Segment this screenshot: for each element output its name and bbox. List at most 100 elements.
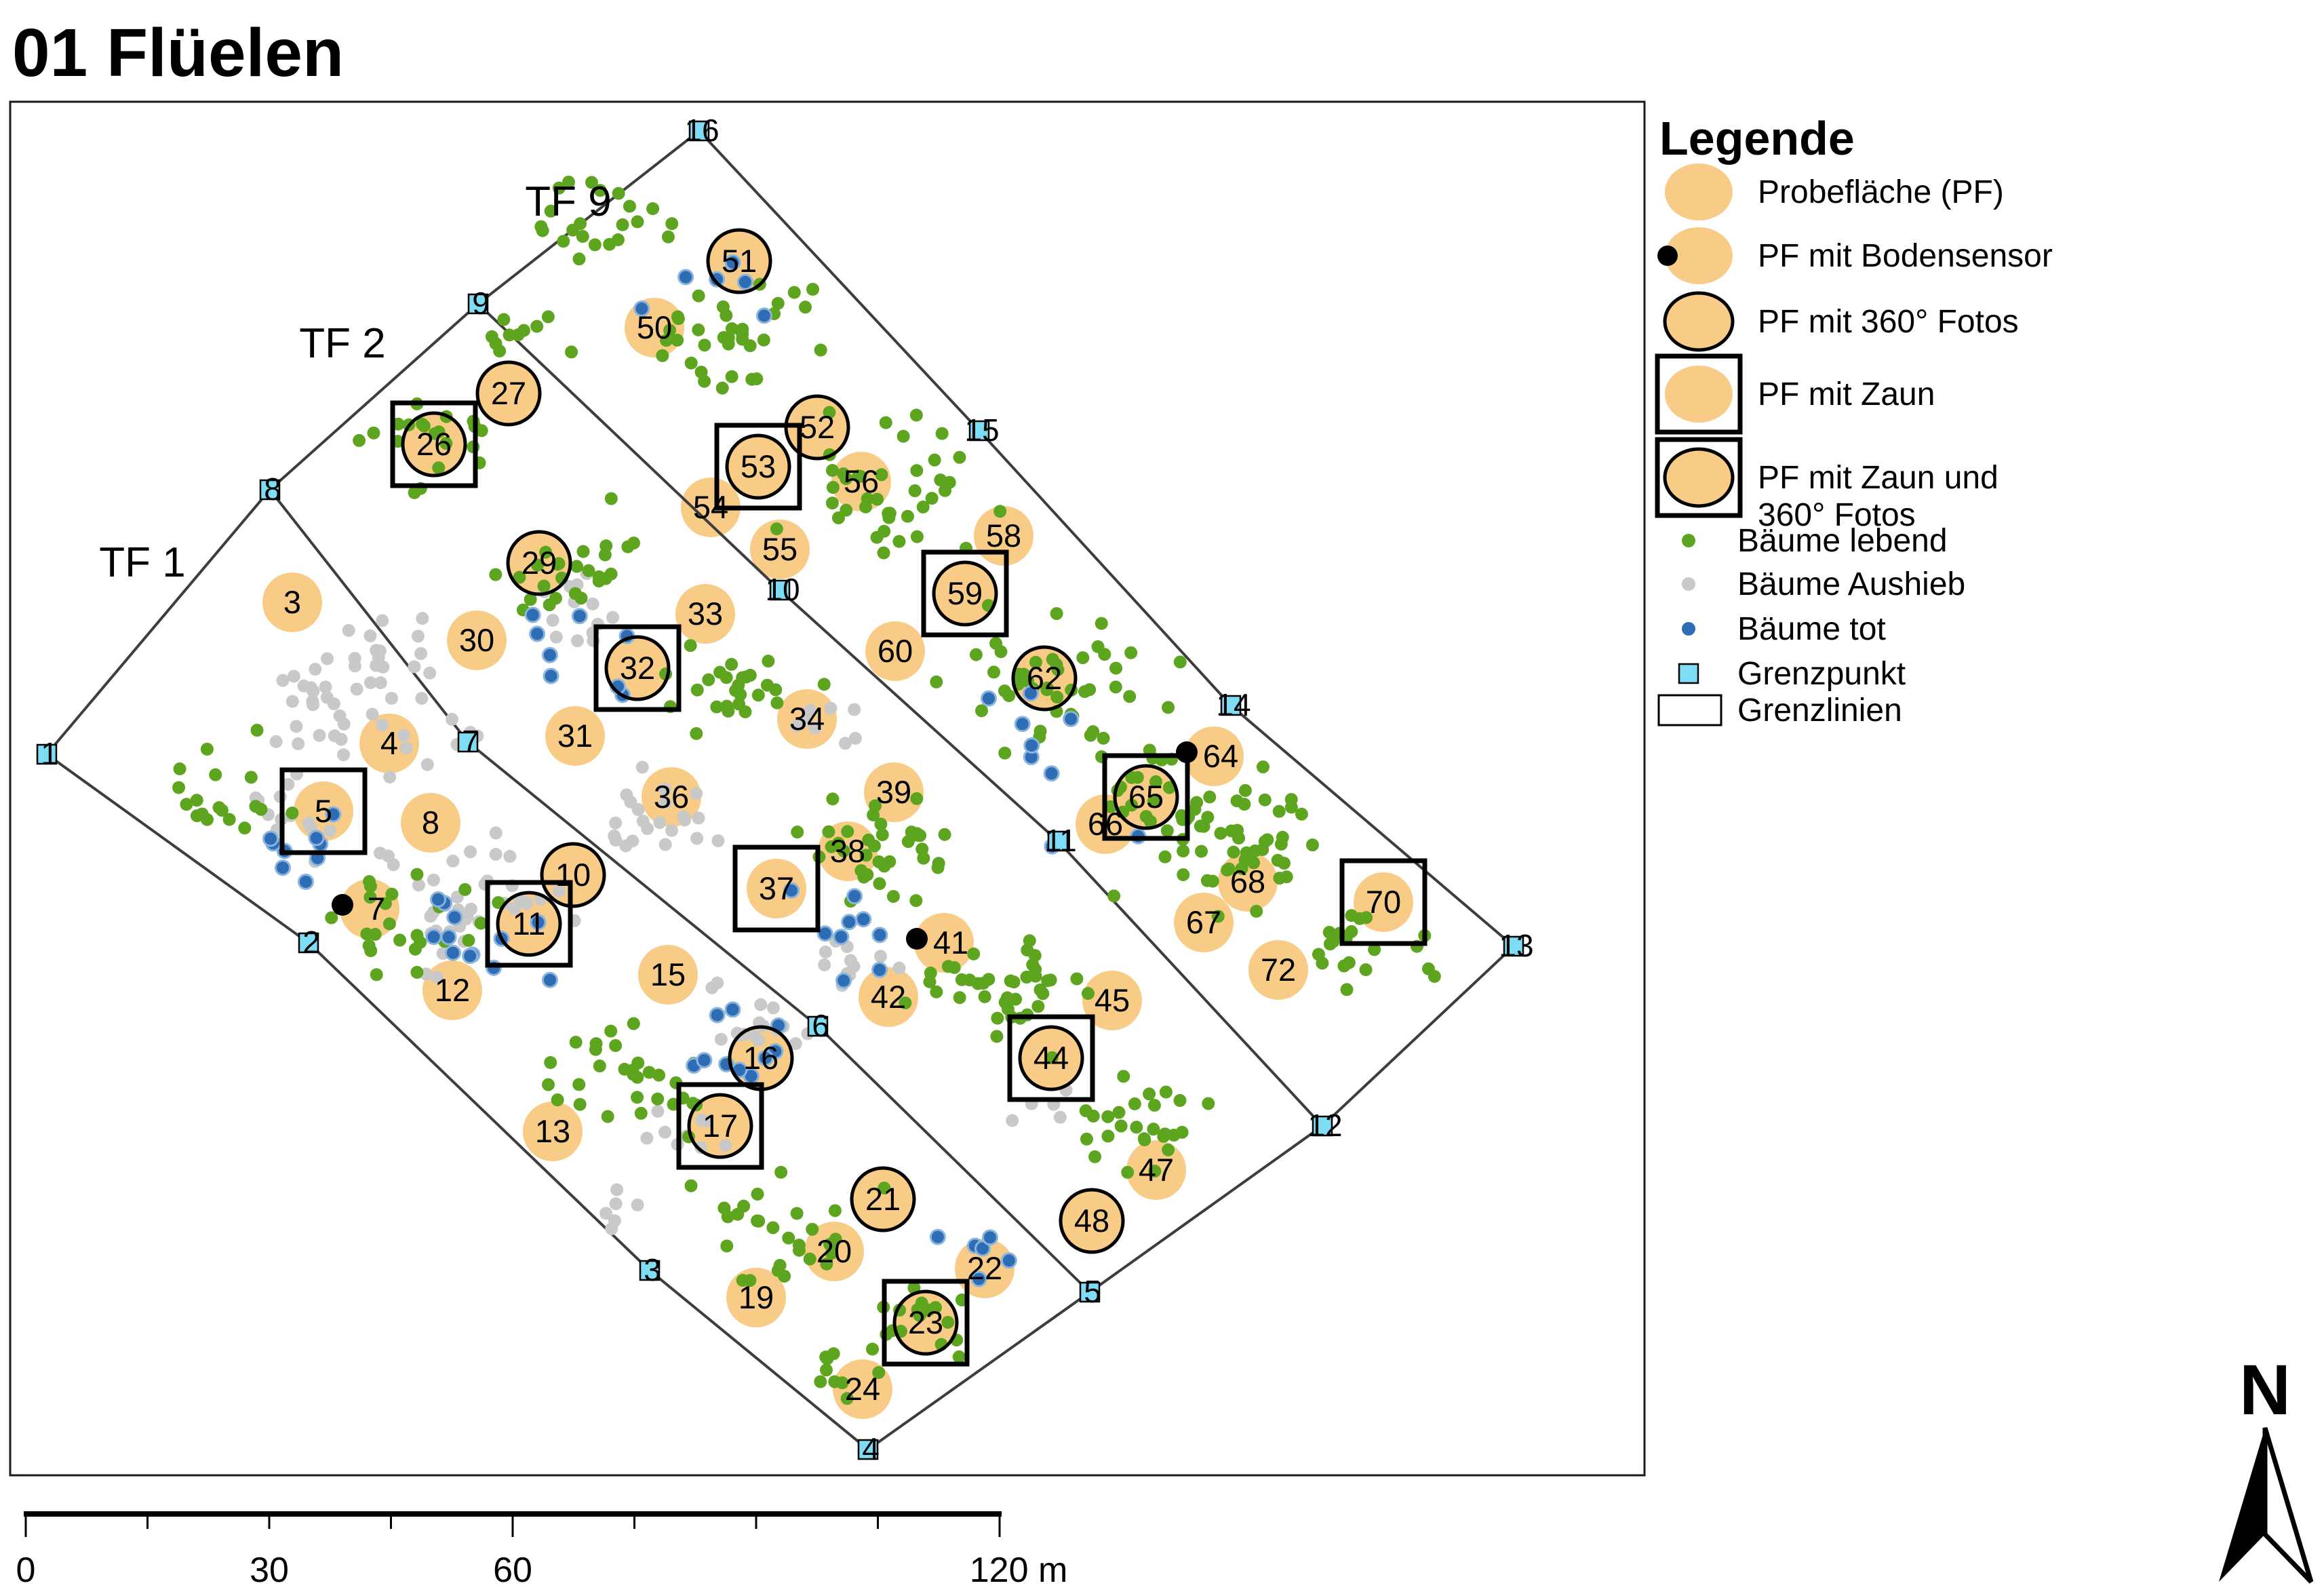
tree-lebend-dot	[897, 429, 910, 443]
tree-tot-dot	[1063, 710, 1080, 727]
tree-lebend-dot	[901, 509, 914, 523]
tree-lebend-dot	[866, 1342, 880, 1356]
tree-aushieb-dot	[460, 910, 474, 923]
plot-photo-ring-48	[1059, 1188, 1125, 1254]
tree-aushieb-dot	[382, 849, 395, 863]
plot-number-60: 60	[878, 633, 913, 669]
legend-dot_gray-symbol	[1682, 577, 1695, 591]
tree-aushieb-dot	[373, 644, 387, 658]
legend-item-label: Bäume Aushieb	[1737, 566, 1965, 602]
tree-lebend-dot	[1316, 956, 1329, 970]
tree-lebend-dot	[998, 684, 1011, 698]
tree-lebend-dot	[439, 437, 453, 450]
grenzpunkt-16	[688, 120, 710, 142]
plot-10	[540, 842, 606, 908]
legend-plot-symbol	[1665, 163, 1733, 220]
grenzpunkt-number-2: 2	[302, 925, 320, 960]
tree-lebend-dot	[1130, 1121, 1143, 1134]
tree-tot-dot	[1023, 737, 1040, 754]
tree-lebend-dot	[1041, 974, 1055, 988]
plot-area-42	[859, 967, 918, 1027]
tree-lebend-dot	[715, 381, 729, 395]
tree-lebend-dot	[616, 218, 629, 231]
grenzpunkt-number-5: 5	[1084, 1274, 1101, 1309]
tree-tot-dot	[1022, 685, 1039, 702]
tree-lebend-dot	[1086, 725, 1100, 739]
tree-lebend-dot	[771, 296, 785, 310]
tree-lebend-dot	[939, 484, 952, 497]
tree-lebend-dot	[517, 324, 531, 337]
tree-lebend-dot	[751, 688, 765, 702]
plot-44	[1007, 1014, 1095, 1102]
tree-lebend-dot	[417, 419, 431, 433]
tree-lebend-dot	[989, 636, 1003, 650]
grenzpunkt-9	[467, 293, 489, 315]
plot-number-68: 68	[1230, 863, 1265, 899]
tree-tot-dot	[757, 1049, 774, 1066]
tree-lebend-dot	[732, 697, 746, 711]
tree-lebend-dot	[534, 220, 548, 233]
plot-area-17	[690, 1096, 750, 1156]
tree-lebend-dot	[1203, 790, 1217, 804]
grenzpunkt-5	[1079, 1281, 1101, 1303]
tree-aushieb-dot	[489, 847, 503, 861]
tree-aushieb-dot	[651, 1104, 665, 1118]
tree-lebend-dot	[782, 1231, 795, 1245]
tree-aushieb-dot	[430, 971, 444, 984]
legend-item-dot_green: Bäume lebend	[1682, 523, 1948, 559]
tree-lebend-dot	[489, 568, 503, 581]
tree-lebend-dot	[462, 933, 475, 947]
legend-item-label-line2: 360° Fotos	[1758, 497, 1916, 533]
tree-lebend-dot	[720, 699, 734, 713]
tree-lebend-dot	[285, 806, 299, 820]
tree-tot-dot	[724, 254, 741, 271]
tree-lebend-dot	[642, 1066, 656, 1079]
tree-aushieb-dot	[546, 613, 559, 627]
plot-number-42: 42	[871, 979, 906, 1015]
tree-lebend-dot	[1272, 804, 1286, 818]
tree-lebend-dot	[736, 1274, 749, 1287]
tree-lebend-dot	[1148, 1165, 1162, 1178]
plot-number-3: 3	[283, 584, 301, 620]
tree-tot-dot	[445, 944, 462, 961]
tree-lebend-dot	[1112, 1106, 1126, 1119]
tree-lebend-dot	[1001, 1003, 1015, 1016]
tf-label-tf-9: TF 9	[525, 178, 611, 225]
legend-item-dot_gray: Bäume Aushieb	[1682, 566, 1965, 602]
plot-fence-32	[593, 624, 682, 712]
tree-aushieb-dot	[348, 652, 361, 665]
plot-53	[714, 423, 802, 511]
tree-lebend-dot	[702, 673, 715, 686]
tree-aushieb-dot	[658, 796, 672, 809]
tree-lebend-dot	[991, 1011, 1004, 1025]
legend-plot-symbol	[1665, 449, 1733, 506]
tree-lebend-dot	[975, 704, 989, 718]
plot-sensor-dot-41	[906, 928, 928, 950]
tree-lebend-dot	[721, 1210, 734, 1224]
legend-item-label: Grenzlinien	[1737, 693, 1902, 728]
tree-aushieb-dot	[838, 737, 852, 750]
grenzpunkt-10	[769, 579, 791, 601]
tree-lebend-dot	[1214, 827, 1227, 840]
plot-65	[1102, 753, 1190, 841]
tree-lebend-dot	[1020, 971, 1033, 984]
tree-lebend-dot	[671, 310, 684, 324]
plot-number-16: 16	[743, 1040, 779, 1076]
tree-lebend-dot	[1114, 1119, 1128, 1133]
legend-item-label: PF mit Zaun und	[1758, 460, 1998, 496]
tree-lebend-dot	[814, 343, 827, 357]
grenzpunkt-number-14: 14	[1216, 687, 1250, 722]
tree-lebend-dot	[826, 792, 840, 806]
north-arrow-right-half	[2262, 1426, 2314, 1584]
tree-lebend-dot	[1021, 944, 1034, 957]
legend-item-pf: Probefläche (PF)	[1665, 163, 2004, 220]
tree-lebend-dot	[751, 1187, 764, 1201]
tree-aushieb-dot	[609, 816, 623, 830]
tree-lebend-dot	[353, 433, 366, 447]
tree-lebend-dot	[209, 768, 222, 781]
tree-lebend-dot	[925, 492, 939, 505]
tree-lebend-dot	[1177, 868, 1190, 882]
tree-lebend-dot	[651, 1092, 665, 1106]
tree-lebend-dot	[734, 688, 747, 701]
tree-aushieb-dot	[281, 777, 295, 791]
